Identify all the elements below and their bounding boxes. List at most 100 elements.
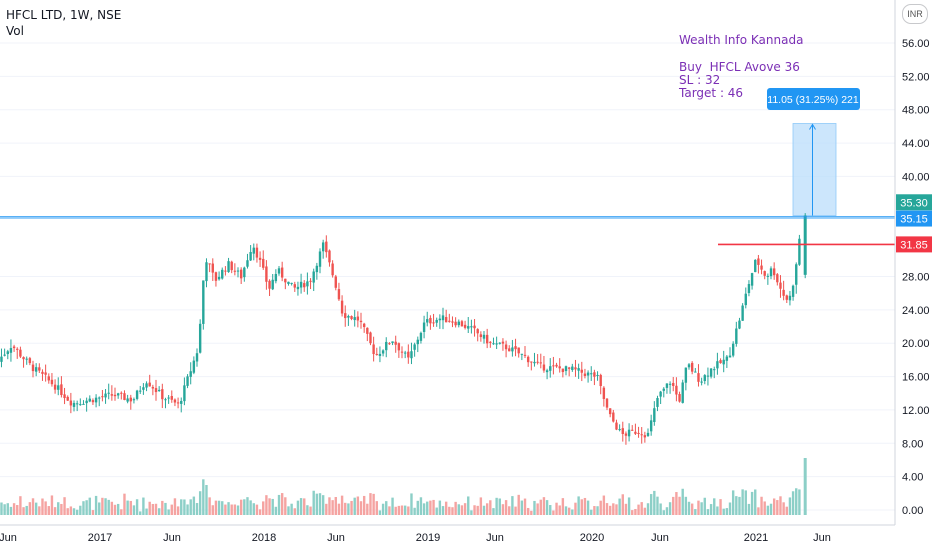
price-tick-label: 48.00 [902,105,930,117]
time-axis[interactable]: Jun 2017 Jun 2018 Jun 2019 Jun 2020 Jun 2021 Jun [0,532,831,544]
volume-bar [498,498,501,515]
candle-body [782,289,785,296]
volume-bar [233,504,237,515]
volume-bar [375,501,378,515]
volume-bar [132,505,136,515]
volume-bar [391,497,394,515]
volume-bar [385,501,388,515]
volume-bar [224,504,227,515]
candle-body [381,350,385,354]
candle-body [274,273,278,282]
price-tick-label: 0.00 [902,505,923,517]
candle-body [9,348,13,353]
volume-bar [164,502,167,515]
candle-body [306,281,309,287]
volume-bar [706,509,710,515]
candle-body [627,429,631,437]
volume-bar [309,506,312,515]
price-tick-label: 44.00 [902,138,930,150]
candle-body [69,400,73,406]
currency-badge[interactable]: INR [902,4,928,24]
candle-body [385,341,388,351]
candle-body [394,341,397,345]
note-line-3: Buy HFCL Avove 36 [679,60,800,74]
volume-bar [479,497,483,515]
candle-body [53,384,57,390]
price-tick-label: 24.00 [902,305,930,317]
candle-body [303,283,306,288]
candle-body [359,320,363,323]
volume-indicator-label[interactable]: Vol [6,24,24,38]
volume-bar [429,500,432,515]
volume-bar [129,500,132,515]
volume-bar [227,502,230,515]
candle-body [788,295,792,301]
candle-body [22,357,25,360]
candle-body [542,364,546,371]
level-lines[interactable]: 35.30 35.15 31.85 [0,194,932,253]
candle-body [504,344,508,350]
candle-body [687,364,691,368]
candle-body [126,398,129,402]
candle-body [690,362,694,372]
candle-body [803,215,807,275]
candle-body [416,339,419,345]
volume-bar [47,506,50,515]
candle-body [577,368,580,371]
candle-body [180,400,183,404]
candle-body [454,321,457,326]
volume-bar [91,510,95,515]
candle-body [299,281,303,288]
candle-body [489,341,492,343]
candle-body [72,402,76,407]
symbol-title[interactable]: HFCL LTD, 1W, NSE [6,8,122,22]
volume-bar [599,500,602,515]
volume-bar [31,498,35,515]
candle-body [372,344,375,355]
candle-body [186,376,189,386]
candle-body [161,389,164,400]
volume-bar [725,508,729,515]
candle-body [779,282,782,289]
candle-body [549,366,552,371]
volume-bar [315,493,319,515]
volume-bar [331,500,334,515]
volume-bar [6,503,9,515]
volume-bar [646,503,650,515]
price-tick-label: 56.00 [902,38,930,50]
candle-body [120,392,123,394]
candle-body [277,268,281,274]
volume-bar [495,497,498,515]
candle-body [492,343,495,345]
candle-body [539,362,542,364]
volume-bar [659,503,662,515]
candle-body [479,334,483,338]
candle-body [422,322,426,332]
candle-body [16,348,19,350]
volume-bar [299,498,303,515]
volume-bar [246,497,249,515]
candle-body [596,374,599,376]
candle-body [82,403,85,405]
candle-body [438,318,442,321]
price-tick-label: 20.00 [902,338,930,350]
volume-bar [567,507,571,515]
price-axis[interactable]: 56.00 52.00 48.00 44.00 40.00 28.00 24.00 20.00… [902,38,930,517]
volume-bar [684,496,688,515]
candle-body [328,250,331,263]
candle-body [747,284,751,294]
candle-body [189,371,192,377]
stop-price-badge: 31.85 [900,239,928,251]
candle-body [530,361,533,363]
candle-body [681,382,684,403]
volume-bar [356,496,360,515]
candle-body [116,393,120,396]
candle-body [772,268,776,276]
candle-body [656,398,659,407]
volume-bar [621,494,624,515]
volume-bar [350,500,353,515]
measure-tool[interactable]: 11.05 (31.25%) 221 [767,88,860,217]
candle-body [678,394,681,402]
volume-bar [280,493,284,515]
